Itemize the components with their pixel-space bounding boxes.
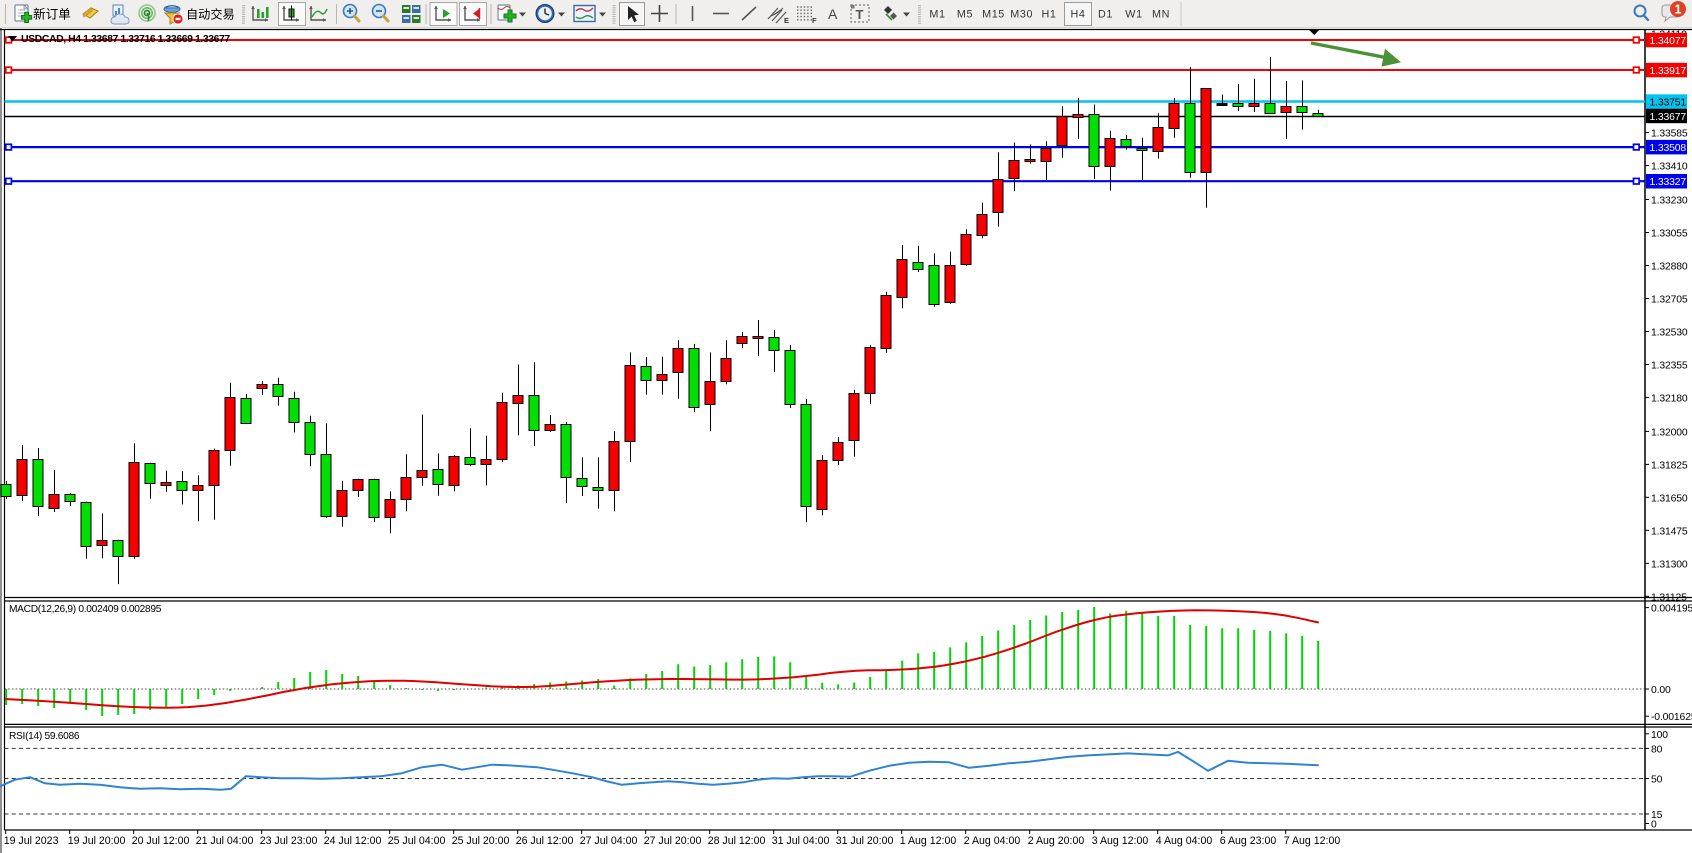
svg-text:1.33230: 1.33230 <box>1651 196 1688 207</box>
svg-text:19 Jul 2023: 19 Jul 2023 <box>4 835 59 847</box>
svg-text:25 Jul 04:00: 25 Jul 04:00 <box>388 835 446 847</box>
svg-text:M5: M5 <box>957 9 973 21</box>
svg-text:自动交易: 自动交易 <box>186 7 235 22</box>
svg-text:50: 50 <box>1651 775 1663 786</box>
svg-text:1: 1 <box>1675 3 1682 17</box>
svg-text:23 Jul 23:00: 23 Jul 23:00 <box>260 835 318 847</box>
svg-text:A: A <box>828 6 838 22</box>
svg-text:M15: M15 <box>982 9 1005 21</box>
svg-text:1.33055: 1.33055 <box>1651 229 1688 240</box>
svg-text:MN: MN <box>1152 9 1170 21</box>
svg-text:F: F <box>812 16 817 25</box>
svg-text:1.33327: 1.33327 <box>1650 177 1687 188</box>
svg-text:1.32180: 1.32180 <box>1651 393 1688 404</box>
svg-text:1 Aug 12:00: 1 Aug 12:00 <box>900 835 957 847</box>
svg-text:1.33751: 1.33751 <box>1650 98 1687 109</box>
svg-text:0.00: 0.00 <box>1651 685 1671 696</box>
svg-text:USDCAD, H4 1.33687 1.33716 1.: USDCAD, H4 1.33687 1.33716 1.33669 1.336… <box>21 33 230 45</box>
svg-text:2 Aug 04:00: 2 Aug 04:00 <box>964 835 1021 847</box>
svg-text:1.33917: 1.33917 <box>1650 66 1687 77</box>
svg-text:D1: D1 <box>1098 9 1113 21</box>
svg-text:27 Jul 04:00: 27 Jul 04:00 <box>580 835 638 847</box>
svg-text:0: 0 <box>1651 820 1657 831</box>
svg-text:-0.001625: -0.001625 <box>1651 712 1692 723</box>
svg-text:31 Jul 04:00: 31 Jul 04:00 <box>772 835 830 847</box>
svg-text:1.33410: 1.33410 <box>1651 162 1688 173</box>
svg-text:1.32000: 1.32000 <box>1651 427 1688 438</box>
svg-text:E: E <box>784 16 789 25</box>
svg-text:M1: M1 <box>929 9 945 21</box>
svg-text:28 Jul 12:00: 28 Jul 12:00 <box>708 835 766 847</box>
svg-text:1.32880: 1.32880 <box>1651 262 1688 273</box>
svg-text:80: 80 <box>1651 744 1663 755</box>
svg-text:100: 100 <box>1651 730 1668 741</box>
svg-text:1.31300: 1.31300 <box>1651 559 1688 570</box>
svg-text:25 Jul 20:00: 25 Jul 20:00 <box>452 835 510 847</box>
svg-text:26 Jul 12:00: 26 Jul 12:00 <box>516 835 574 847</box>
svg-text:1.32705: 1.32705 <box>1651 295 1688 306</box>
svg-text:T: T <box>856 7 864 22</box>
svg-text:1.32530: 1.32530 <box>1651 328 1688 339</box>
svg-text:1.31650: 1.31650 <box>1651 493 1688 504</box>
svg-text:19 Jul 20:00: 19 Jul 20:00 <box>68 835 126 847</box>
svg-text:1.34077: 1.34077 <box>1650 36 1687 47</box>
svg-text:M30: M30 <box>1010 9 1033 21</box>
svg-text:1.31475: 1.31475 <box>1651 526 1688 537</box>
svg-text:1.31125: 1.31125 <box>1651 592 1687 603</box>
svg-text:H4: H4 <box>1070 9 1085 21</box>
svg-text:1.33677: 1.33677 <box>1650 112 1687 123</box>
svg-text:1.31825: 1.31825 <box>1651 460 1688 471</box>
svg-text:15: 15 <box>1651 810 1663 821</box>
svg-text:MACD(12,26,9) 0.002409 0.00289: MACD(12,26,9) 0.002409 0.002895 <box>9 604 162 615</box>
svg-text:2 Aug 20:00: 2 Aug 20:00 <box>1028 835 1085 847</box>
svg-text:1.33585: 1.33585 <box>1651 129 1688 140</box>
svg-text:24 Jul 12:00: 24 Jul 12:00 <box>324 835 382 847</box>
svg-text:新订单: 新订单 <box>33 7 71 22</box>
svg-text:31 Jul 20:00: 31 Jul 20:00 <box>836 835 894 847</box>
svg-text:3 Aug 12:00: 3 Aug 12:00 <box>1092 835 1149 847</box>
svg-text:27 Jul 20:00: 27 Jul 20:00 <box>644 835 702 847</box>
svg-text:4 Aug 04:00: 4 Aug 04:00 <box>1156 835 1213 847</box>
svg-text:7 Aug 12:00: 7 Aug 12:00 <box>1284 835 1341 847</box>
svg-text:1.33508: 1.33508 <box>1650 143 1687 154</box>
svg-text:0.004195: 0.004195 <box>1651 604 1692 615</box>
svg-text:H1: H1 <box>1041 9 1056 21</box>
svg-text:RSI(14) 59.6086: RSI(14) 59.6086 <box>9 731 80 742</box>
svg-text:20 Jul 12:00: 20 Jul 12:00 <box>132 835 190 847</box>
svg-text:1.32355: 1.32355 <box>1651 361 1688 372</box>
svg-text:W1: W1 <box>1125 9 1142 21</box>
svg-text:21 Jul 04:00: 21 Jul 04:00 <box>196 835 254 847</box>
svg-text:6 Aug 23:00: 6 Aug 23:00 <box>1220 835 1277 847</box>
